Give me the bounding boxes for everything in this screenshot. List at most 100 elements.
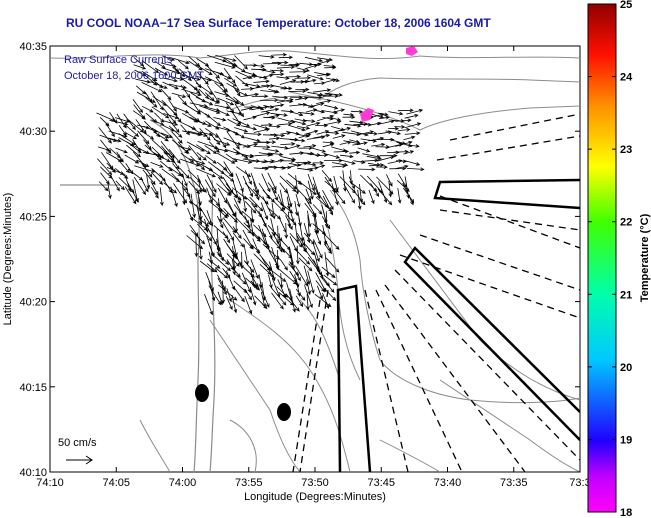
current-arrow [181,88,202,97]
current-arrow [294,76,312,80]
current-arrow [333,189,346,205]
current-arrow [297,126,311,130]
current-arrow [288,62,301,67]
current-arrow [398,127,411,132]
current-arrow [323,152,341,159]
current-arrow [195,82,214,95]
current-arrow [226,187,242,201]
current-arrow [315,280,325,293]
current-arrow [240,92,260,97]
current-arrow [276,225,281,245]
current-arrow [234,55,248,70]
current-arrow [321,266,336,279]
current-arrow [267,182,277,194]
current-arrow [258,210,267,228]
current-arrow [307,180,314,200]
current-arrow [278,121,293,126]
current-arrow [312,147,327,153]
current-arrow [109,119,129,126]
x-axis: 74:10 74:05 74:00 73:55 73:50 73:45 73:40 73:35… [36,46,591,489]
current-arrow [249,196,264,212]
current-arrow [334,126,352,133]
current-arrow [289,138,306,143]
current-arrow [114,117,130,123]
colorbar-tick-label: 25 [620,0,632,11]
current-arrow [314,215,320,234]
current-arrow [402,187,415,204]
y-tick-label: 40:35 [19,41,47,53]
current-arrow [244,195,258,208]
x-tick-label: 73:35 [500,477,528,489]
current-arrow [226,253,240,267]
current-arrow [385,130,402,136]
current-arrow [262,148,280,153]
current-arrow [204,294,214,316]
current-arrow [226,131,240,150]
current-arrow [196,58,210,67]
current-arrow [333,149,350,154]
current-arrow [298,257,313,272]
current-arrow [235,217,252,234]
current-arrow [151,106,170,119]
current-arrow [253,145,271,149]
current-arrow [290,111,304,117]
current-arrow [277,268,298,285]
current-arrow [133,176,147,196]
current-arrow [181,173,188,187]
current-arrow [205,113,221,127]
current-arrow [226,110,243,116]
current-arrow [306,279,311,296]
current-arrow [322,190,334,211]
current-arrow [349,139,361,144]
current-arrow [403,159,421,166]
current-arrow [349,120,364,125]
current-arrow [313,81,326,86]
current-arrow [168,149,181,164]
legend-line-1: Raw Surface Currents [64,54,173,66]
current-arrow [406,167,425,172]
current-arrow [312,204,323,215]
current-arrow [171,92,187,98]
current-arrow [222,217,237,234]
current-arrow [304,78,317,83]
current-arrow [196,204,203,225]
current-arrow [153,152,171,163]
current-arrow [271,188,278,202]
current-arrow [142,169,156,186]
current-arrow [124,154,140,164]
current-arrow [251,94,269,99]
colorbar-tick-label: 21 [620,289,632,301]
colorbar-tick-label: 24 [620,72,633,84]
current-arrow [280,86,293,91]
current-arrow [304,95,323,100]
current-arrow [215,133,227,149]
current-arrow [233,131,246,139]
current-arrow [371,142,386,147]
current-arrow [298,180,317,195]
current-arrow [195,96,214,106]
current-arrow [179,167,190,179]
current-arrow [289,232,303,248]
colorbar-tick-label: 23 [620,144,632,156]
current-arrow [214,82,227,94]
current-arrow [303,119,316,123]
current-arrow [234,127,249,133]
current-arrow [298,217,305,242]
current-arrow [208,244,215,258]
current-arrow [244,295,253,315]
current-arrow [217,187,228,204]
current-arrow [394,125,406,129]
current-arrow [217,97,235,106]
current-arrow [286,179,297,190]
current-arrow [250,172,260,194]
current-arrow [276,98,294,103]
current-arrow [323,120,342,126]
radial-outlines [336,178,580,472]
current-arrow [168,152,180,170]
current-arrow [315,153,329,158]
x-tick-label: 74:00 [169,477,197,489]
current-arrow [275,249,280,270]
current-arrow [290,119,307,126]
current-arrow [232,118,251,127]
current-arrow [107,183,112,200]
